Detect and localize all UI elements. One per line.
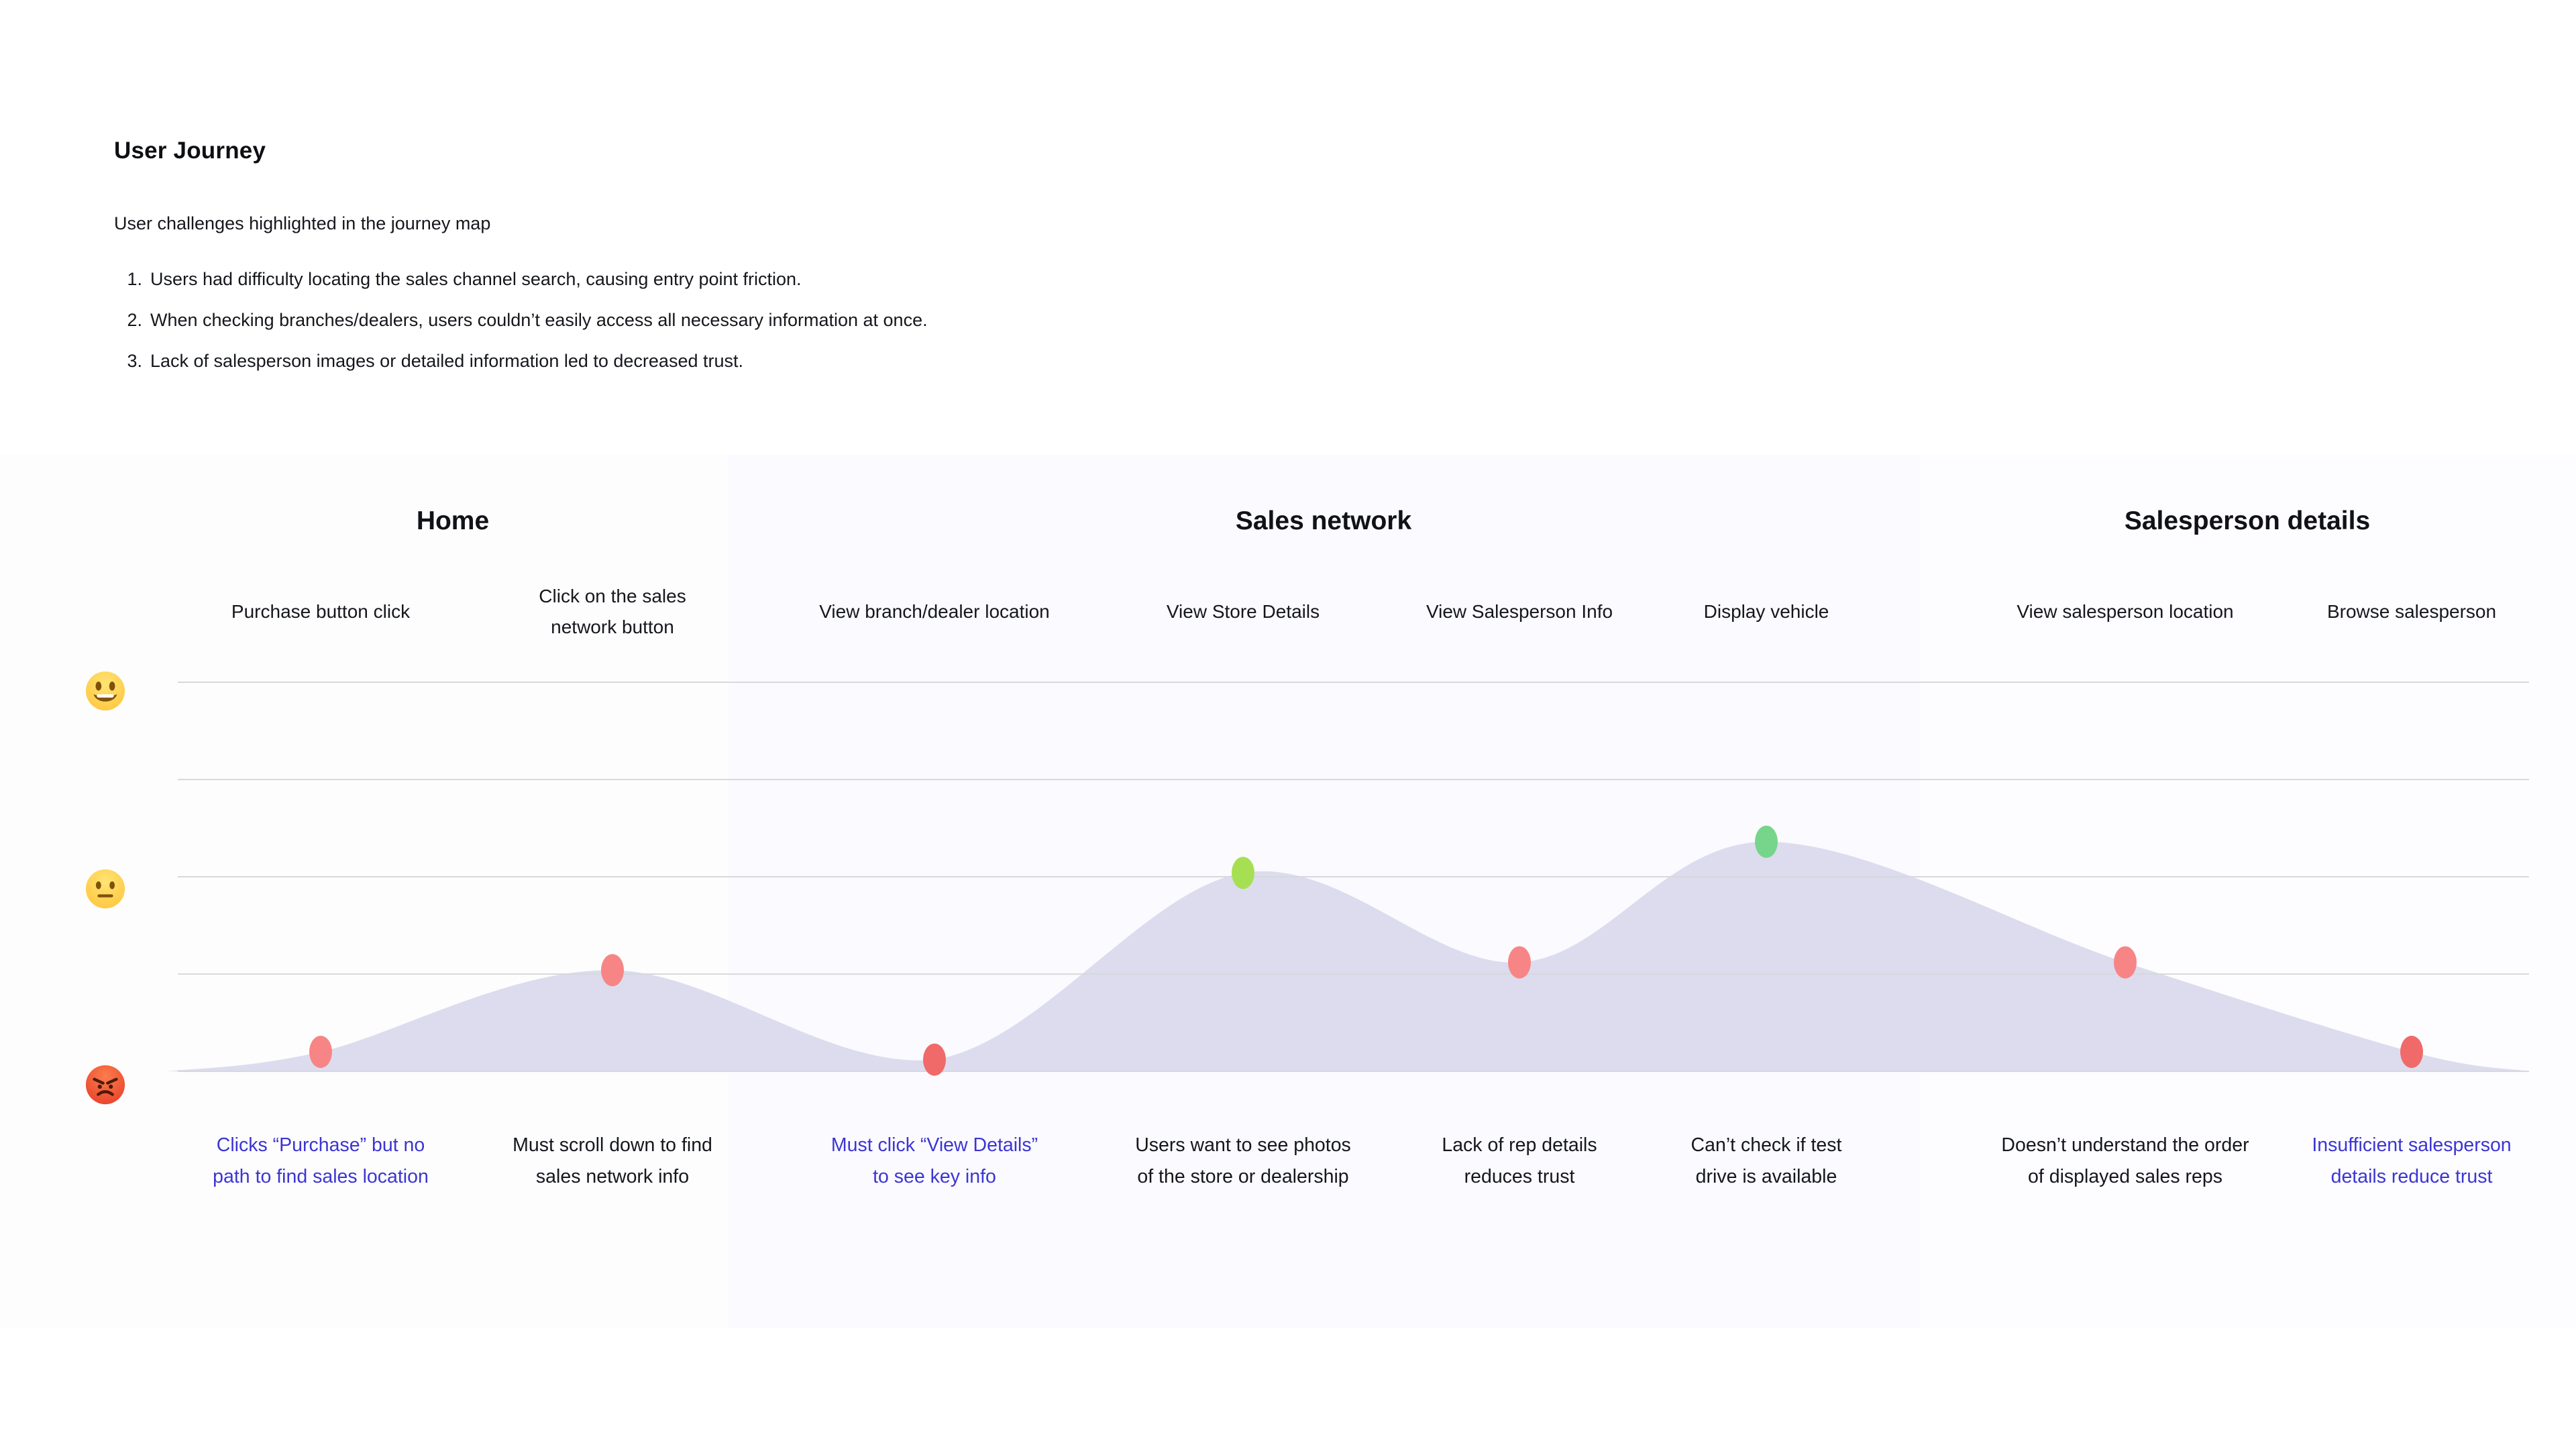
sentiment-dot xyxy=(1508,946,1531,979)
challenge-number: 3. xyxy=(127,351,142,371)
step-caption: Clicks “Purchase” but no path to find sal… xyxy=(213,1134,429,1187)
challenge-item: 3. Lack of salesperson images or detaile… xyxy=(119,349,928,373)
step-caption: Doesn’t understand the order of displayed… xyxy=(2001,1134,2249,1187)
sentiment-dot xyxy=(601,954,624,987)
step-caption: Must scroll down to find sales network in… xyxy=(513,1134,712,1187)
phase-section-salesperson-details xyxy=(1920,455,2576,1328)
challenge-list: 1. Users had difficulty locating the sal… xyxy=(119,267,928,390)
phase-title-salesperson-details: Salesperson details xyxy=(2124,506,2371,535)
step-header: View salesperson location xyxy=(2017,601,2234,622)
neutral-face-icon xyxy=(85,869,125,909)
step-header: Display vehicle xyxy=(1703,601,1829,622)
challenge-number: 1. xyxy=(127,269,142,289)
angry-face-icon xyxy=(85,1065,125,1105)
step-header: Browse salesperson xyxy=(2326,601,2497,622)
grinning-face-icon xyxy=(85,671,125,711)
sentiment-dot xyxy=(2400,1036,2423,1068)
step-header: View Salesperson Info xyxy=(1426,601,1613,622)
page-title: User Journey xyxy=(114,138,266,164)
sentiment-dot xyxy=(923,1043,946,1076)
sentiment-dot xyxy=(1755,825,1778,858)
sentiment-dot xyxy=(309,1036,332,1068)
step-caption: Must click “View Details” to see key info xyxy=(830,1134,1038,1187)
step-header: Click on the sales network button xyxy=(539,586,686,637)
sentiment-area xyxy=(168,841,2529,1071)
step-caption: Lack of rep details reduces trust xyxy=(1442,1134,1597,1187)
sentiment-dot xyxy=(1232,857,1254,890)
intro-subtitle: User challenges highlighted in the journ… xyxy=(114,213,491,233)
step-header: View branch/dealer location xyxy=(819,601,1050,622)
step-caption: Can’t check if test drive is available xyxy=(1690,1134,1842,1187)
challenge-text: Users had difficulty locating the sales … xyxy=(150,269,802,289)
challenge-item: 2. When checking branches/dealers, users… xyxy=(119,308,928,332)
challenge-text: Lack of salesperson images or detailed i… xyxy=(150,351,743,371)
challenge-text: When checking branches/dealers, users co… xyxy=(150,310,928,330)
step-header: Purchase button click xyxy=(231,601,411,622)
phase-title-home: Home xyxy=(416,506,490,535)
step-caption: Insufficient salesperson details reduce t… xyxy=(2312,1134,2512,1187)
step-header: View Store Details xyxy=(1166,601,1320,622)
challenge-number: 2. xyxy=(127,310,142,330)
sentiment-dot xyxy=(2114,946,2137,979)
phase-title-sales-network: Sales network xyxy=(1235,506,1412,535)
step-caption: Users want to see photos of the store or … xyxy=(1135,1134,1351,1187)
sentiment-curve-chart xyxy=(168,682,2529,1076)
challenge-item: 1. Users had difficulty locating the sal… xyxy=(119,267,928,291)
